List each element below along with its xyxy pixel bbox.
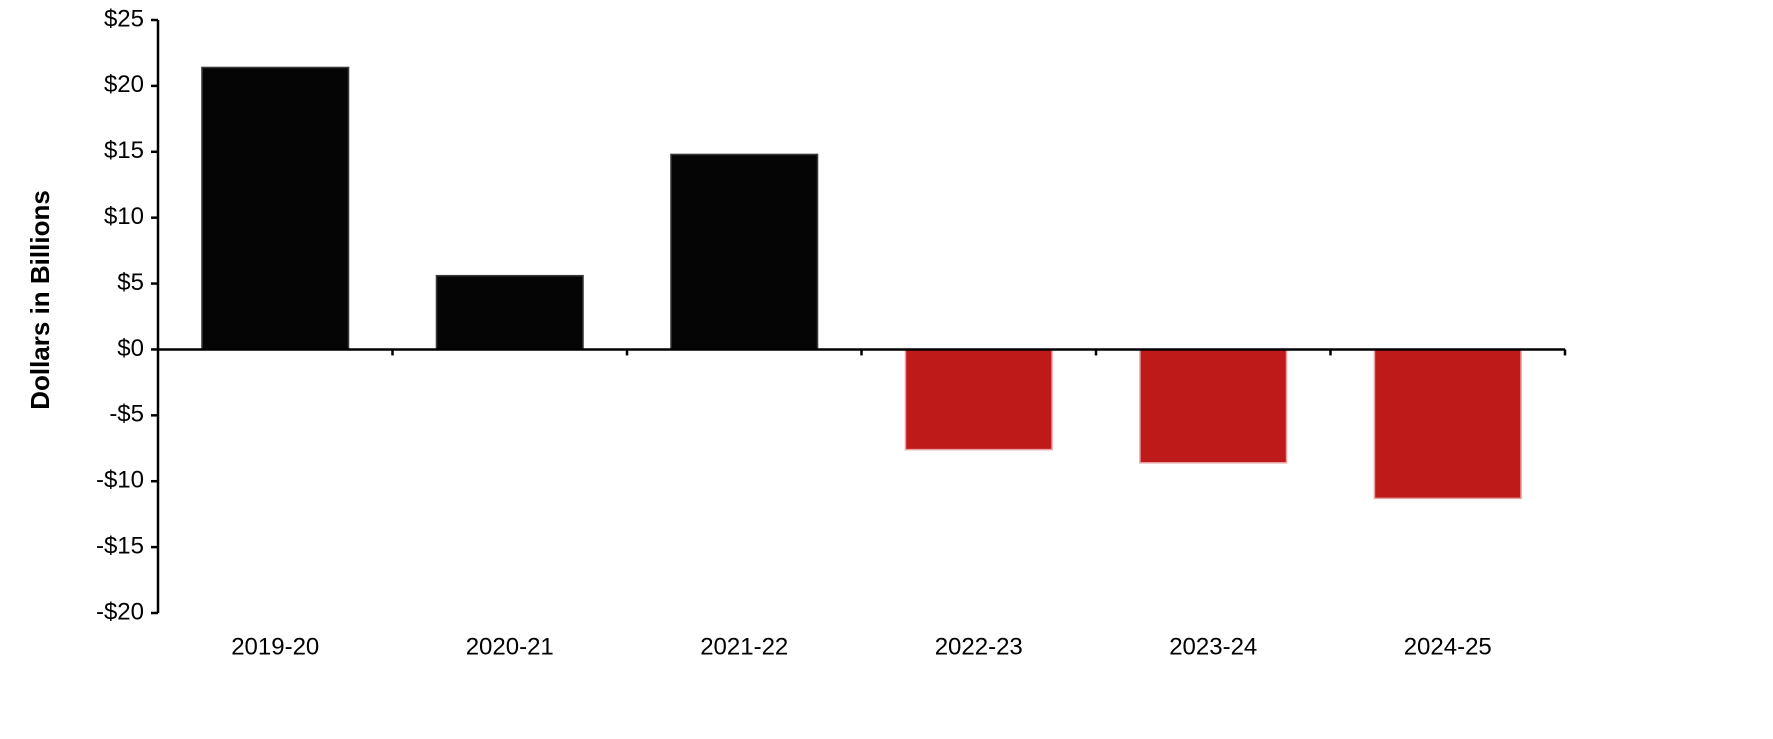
bar-2023-24 bbox=[1139, 348, 1288, 464]
x-axis-ticks: 2019-20 2020-21 2021-22 2022-23 2023-24 2024-… bbox=[231, 633, 1492, 660]
x-tick-label: 2024-25 bbox=[1404, 633, 1492, 660]
y-tick-label: -$5 bbox=[109, 401, 144, 428]
y-axis-title: Dollars in Billions bbox=[25, 190, 55, 410]
y-tick-label: -$10 bbox=[96, 467, 144, 494]
x-tick-label: 2019-20 bbox=[231, 633, 319, 660]
y-tick-label: -$15 bbox=[96, 532, 144, 559]
y-tick-label: -$20 bbox=[96, 598, 144, 625]
y-tick-label: $0 bbox=[117, 335, 144, 362]
y-tick-label: $5 bbox=[117, 269, 144, 296]
y-tick-label: $20 bbox=[104, 71, 144, 98]
bars-group bbox=[201, 66, 1522, 500]
bar-2020-21 bbox=[435, 274, 584, 351]
bar-2021-22 bbox=[670, 153, 819, 351]
y-tick-label: $15 bbox=[104, 137, 144, 164]
bar-2019-20 bbox=[201, 66, 350, 351]
y-tick-label: $25 bbox=[104, 5, 144, 32]
axes-group bbox=[156, 20, 1567, 613]
x-tick-label: 2021-22 bbox=[700, 633, 788, 660]
x-tick-label: 2022-23 bbox=[935, 633, 1023, 660]
x-tick-label: 2023-24 bbox=[1169, 633, 1257, 660]
bar-2022-23 bbox=[904, 348, 1053, 451]
y-tick-label: $10 bbox=[104, 203, 144, 230]
y-axis-ticks: $25 $20 $15 $10 $5 $0 -$5 -$10 -$15 -$20 bbox=[96, 5, 158, 625]
x-tick-label: 2020-21 bbox=[466, 633, 554, 660]
bar-2024-25 bbox=[1373, 348, 1522, 500]
